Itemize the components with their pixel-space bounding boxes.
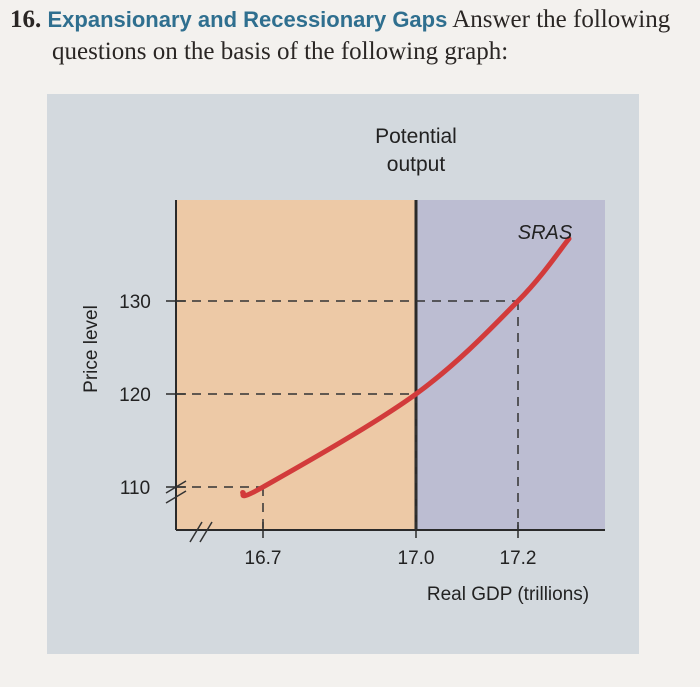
potential-output-label-line1: Potential <box>375 125 457 148</box>
y-axis-label: Price level <box>81 305 102 393</box>
x-tick-label: 17.0 <box>398 548 435 569</box>
potential-output-label-line2: output <box>387 153 446 176</box>
x-axis-label: Real GDP (trillions) <box>427 584 589 605</box>
sras-curve <box>240 236 572 499</box>
sras-label: SRAS <box>518 222 573 244</box>
y-axis-break-mark <box>165 490 187 504</box>
expansionary-region <box>416 200 605 530</box>
question-text-line2: questions on the basis of the following … <box>52 38 509 65</box>
x-tick-label: 16.7 <box>245 548 282 569</box>
y-tick-label: 110 <box>120 478 150 499</box>
question-number: 16. <box>10 6 42 33</box>
question-title: Expansionary and Recessionary Gaps <box>47 7 448 32</box>
question-text: 16. Expansionary and Recessionary Gaps A… <box>10 4 690 68</box>
x-axis-break-mark <box>199 521 213 543</box>
y-tick-label: 130 <box>119 292 151 313</box>
question-text-line1: Answer the following <box>452 6 671 33</box>
y-tick-label: 120 <box>119 385 151 406</box>
x-axis-break-mark <box>189 521 203 543</box>
recessionary-region <box>176 200 416 530</box>
y-axis-break-mark <box>165 480 187 494</box>
x-tick-label: 17.2 <box>500 548 537 569</box>
